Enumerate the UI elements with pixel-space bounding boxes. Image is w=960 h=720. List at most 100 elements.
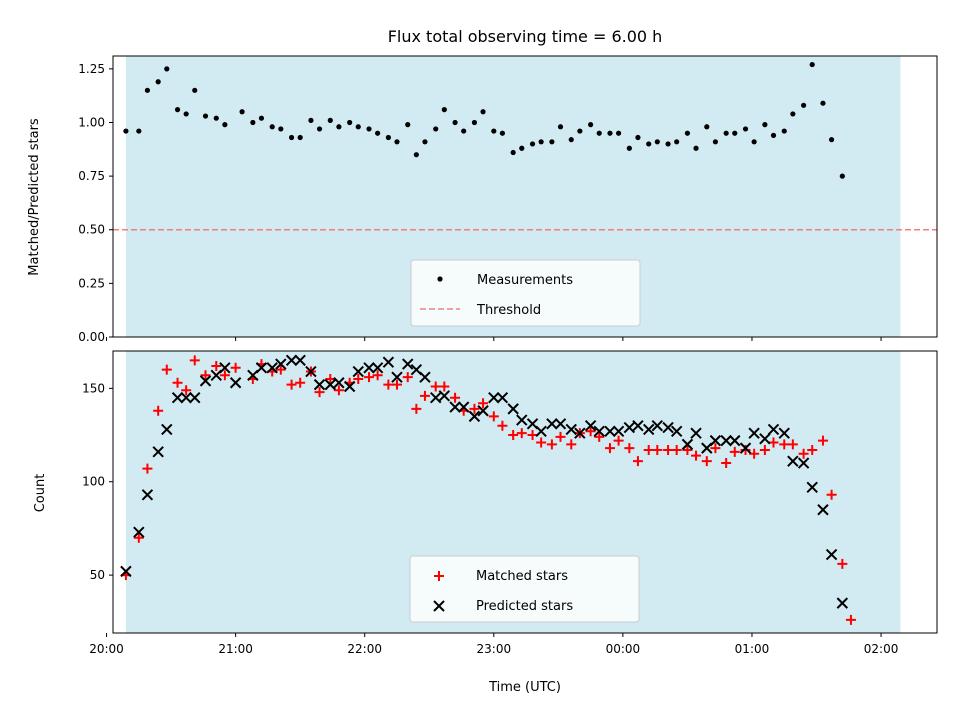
matched-star-point [469, 403, 480, 414]
measurement-point [529, 141, 536, 147]
y-tick-label: 100 [82, 475, 105, 489]
predicted-star-point [294, 354, 306, 367]
measurement-point [820, 100, 826, 106]
measurement-point [347, 119, 353, 126]
ratio-y-axis-label: Matched/Predicted stars [27, 118, 42, 276]
legend-matched-marker [434, 571, 444, 581]
matched-star-point [768, 437, 779, 448]
predicted-star-point [477, 405, 489, 417]
matched-star-point [353, 374, 364, 385]
matched-star-point [594, 431, 605, 442]
measurement-point [723, 130, 729, 136]
measurement-point [781, 128, 787, 134]
predicted-star-point [565, 423, 577, 436]
measurement-point [461, 128, 467, 134]
y-tick-label: 0.75 [78, 169, 105, 183]
matched-star-point [604, 443, 615, 454]
legend-entry-label: Threshold [476, 303, 541, 318]
matched-star-point [845, 614, 856, 625]
measurement-point [568, 137, 574, 143]
predicted-star-point [285, 354, 298, 367]
matched-star-point [613, 435, 624, 446]
measurement-point [742, 126, 749, 132]
y-tick-label: 1.00 [78, 115, 105, 129]
matched-star-point [314, 387, 325, 398]
predicted-star-point [643, 423, 655, 436]
measurement-point [491, 128, 497, 134]
predicted-star-point [343, 380, 356, 393]
predicted-star-point [171, 391, 184, 404]
predicted-star-point [778, 427, 790, 439]
predicted-star-point [430, 391, 442, 404]
matched-star-point [632, 456, 643, 467]
matched-star-point [419, 390, 430, 401]
predicted-star-point [554, 418, 567, 430]
predicted-star-point [419, 371, 431, 383]
measurement-point [375, 130, 381, 136]
predicted-star-point [584, 419, 597, 432]
matched-star-point [837, 558, 848, 569]
matched-star-point [439, 381, 450, 392]
matched-star-point [286, 379, 297, 390]
measurement-point [626, 145, 632, 151]
measurement-point [704, 124, 710, 130]
matched-star-point [383, 379, 394, 390]
predicted-star-point [729, 434, 741, 447]
predicted-star-point [759, 433, 771, 445]
measurement-point [588, 122, 594, 128]
matched-star-point [536, 437, 547, 448]
measurement-point [828, 137, 835, 143]
predicted-star-point [535, 425, 547, 438]
measurement-point [258, 115, 265, 121]
measurement-point [790, 111, 796, 117]
predicted-star-point [651, 419, 664, 432]
legend-measurement-marker [437, 276, 443, 282]
matched-star-point [133, 532, 144, 543]
predicted-star-point [229, 377, 242, 389]
measurement-point [385, 134, 391, 141]
matched-star-point [691, 450, 702, 461]
y-tick-label: 0.25 [78, 276, 105, 290]
predicted-star-point [324, 378, 337, 391]
measurement-point [405, 122, 411, 128]
measurement-point [519, 145, 525, 151]
measurement-point [557, 124, 564, 130]
predicted-star-point [133, 526, 145, 538]
measurement-point [269, 124, 275, 130]
legend-entry-label: Predicted stars [476, 599, 573, 614]
measurement-point [732, 130, 738, 136]
predicted-star-point [507, 403, 519, 415]
measurement-point [471, 119, 478, 126]
matched-star-point [787, 439, 798, 450]
measurement-point [202, 113, 209, 119]
measurement-point [762, 122, 768, 128]
predicted-star-point [161, 423, 173, 436]
y-tick-label: 50 [90, 568, 105, 582]
measurement-point [809, 61, 815, 68]
matched-star-point [729, 446, 740, 457]
matched-star-point [721, 458, 732, 469]
measurement-point [336, 124, 342, 130]
matched-star-point [488, 411, 499, 422]
measurement-point [665, 141, 671, 147]
predicted-star-point [546, 418, 558, 430]
ratio-panel: 0.00 0.25 0.50 0.75 1.00 1.25 Measurements Thre… [78, 55, 938, 344]
predicted-star-point [604, 425, 616, 438]
matched-star-point [211, 360, 222, 371]
matched-star-point [450, 392, 461, 403]
matched-star-point [189, 355, 200, 366]
x-tick-label: 01:00 [735, 642, 770, 656]
matched-star-point [153, 405, 164, 416]
y-tick-label: 0.00 [78, 330, 105, 344]
measurement-point [646, 141, 652, 147]
predicted-star-point [219, 362, 231, 374]
predicted-star-point [748, 427, 760, 439]
predicted-star-point [817, 504, 829, 516]
matched-star-point [527, 430, 538, 441]
x-tick-label: 00:00 [606, 642, 641, 656]
matched-star-point [671, 444, 682, 455]
predicted-star-point [402, 358, 414, 370]
matched-star-point [181, 385, 192, 396]
measurement-point [538, 139, 544, 145]
matched-star-point [295, 377, 306, 388]
